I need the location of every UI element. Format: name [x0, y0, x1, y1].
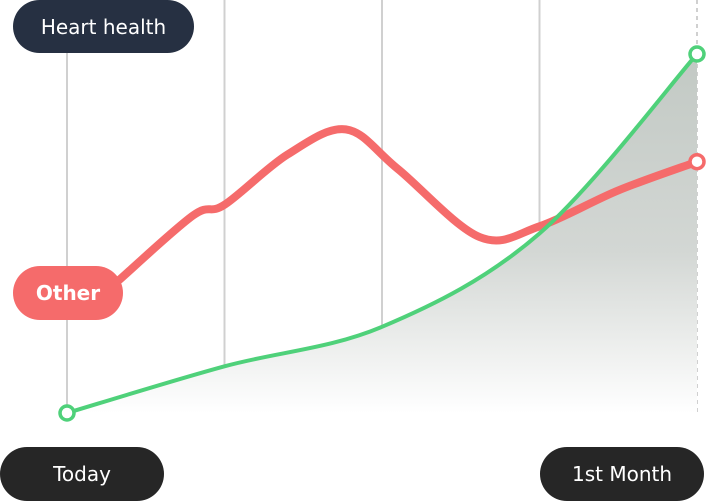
- area-fill: [67, 54, 697, 413]
- end-point: [688, 152, 706, 171]
- heart-health-label: Heart health: [13, 0, 194, 53]
- end-point: [688, 45, 706, 63]
- start-point: [58, 404, 76, 422]
- today-label: Today: [0, 447, 164, 501]
- series-line: [114, 125, 701, 285]
- other-label: Other: [13, 266, 123, 320]
- first-month-label: 1st Month: [540, 447, 704, 501]
- series-line: [65, 52, 699, 415]
